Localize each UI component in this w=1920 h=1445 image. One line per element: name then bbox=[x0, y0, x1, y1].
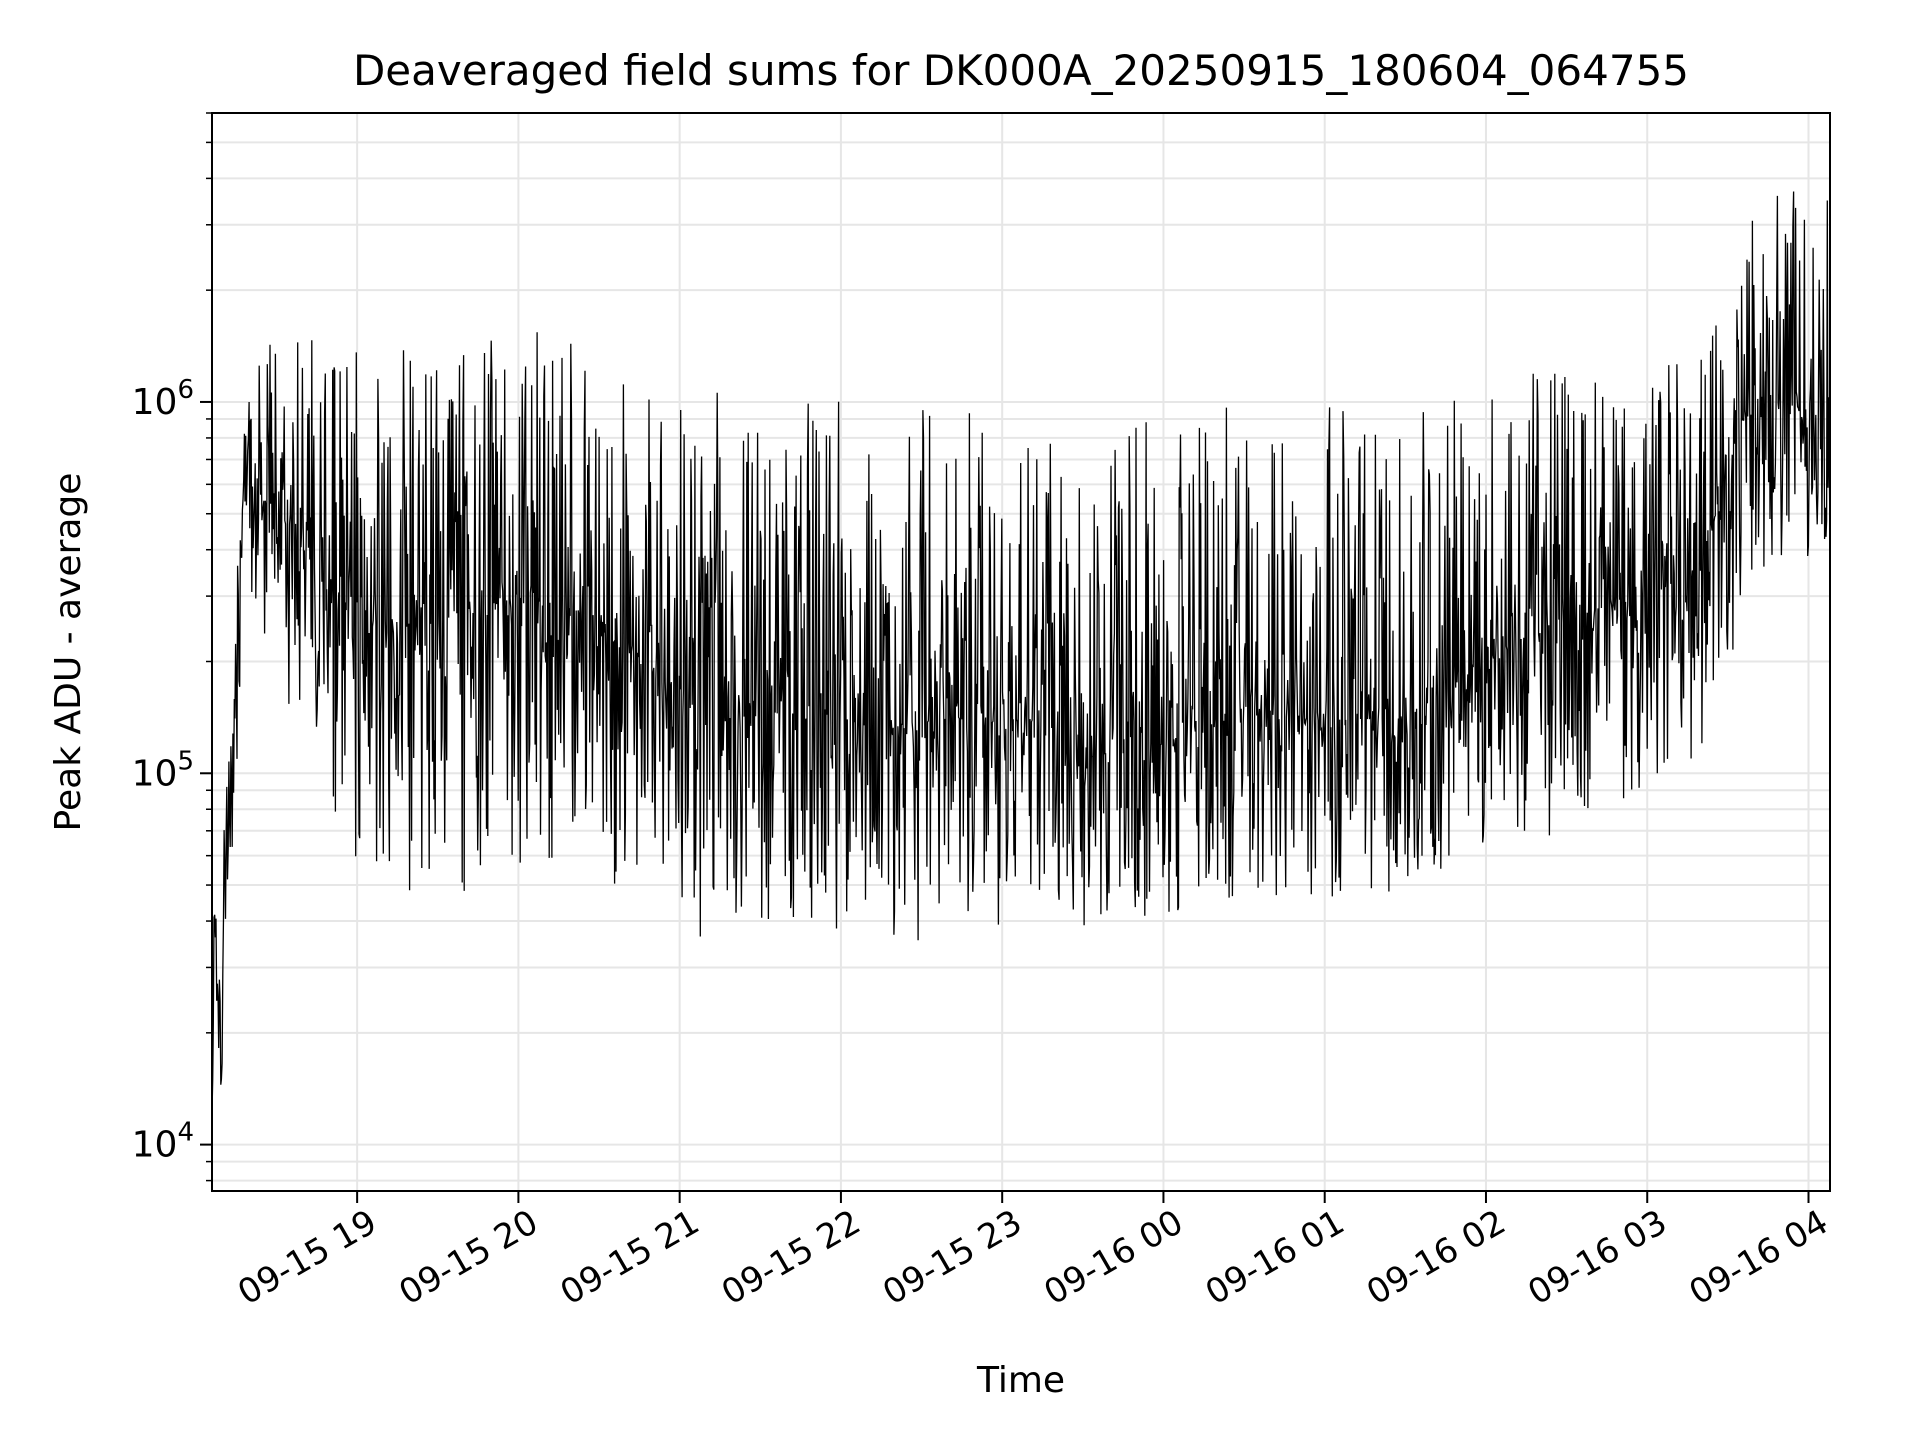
axes-frame bbox=[211, 112, 1831, 1192]
y-tick-label: 104 bbox=[132, 1118, 194, 1166]
y-tick-label: 106 bbox=[132, 375, 194, 423]
y-axis-label: Peak ADU - average bbox=[48, 473, 89, 832]
series-line bbox=[212, 191, 1830, 1115]
x-axis-label: Time bbox=[976, 1360, 1065, 1401]
plot-area bbox=[212, 191, 1830, 1115]
y-tick-label: 105 bbox=[132, 746, 194, 794]
chart-title: Deaveraged field sums for DK000A_2025091… bbox=[353, 46, 1689, 95]
